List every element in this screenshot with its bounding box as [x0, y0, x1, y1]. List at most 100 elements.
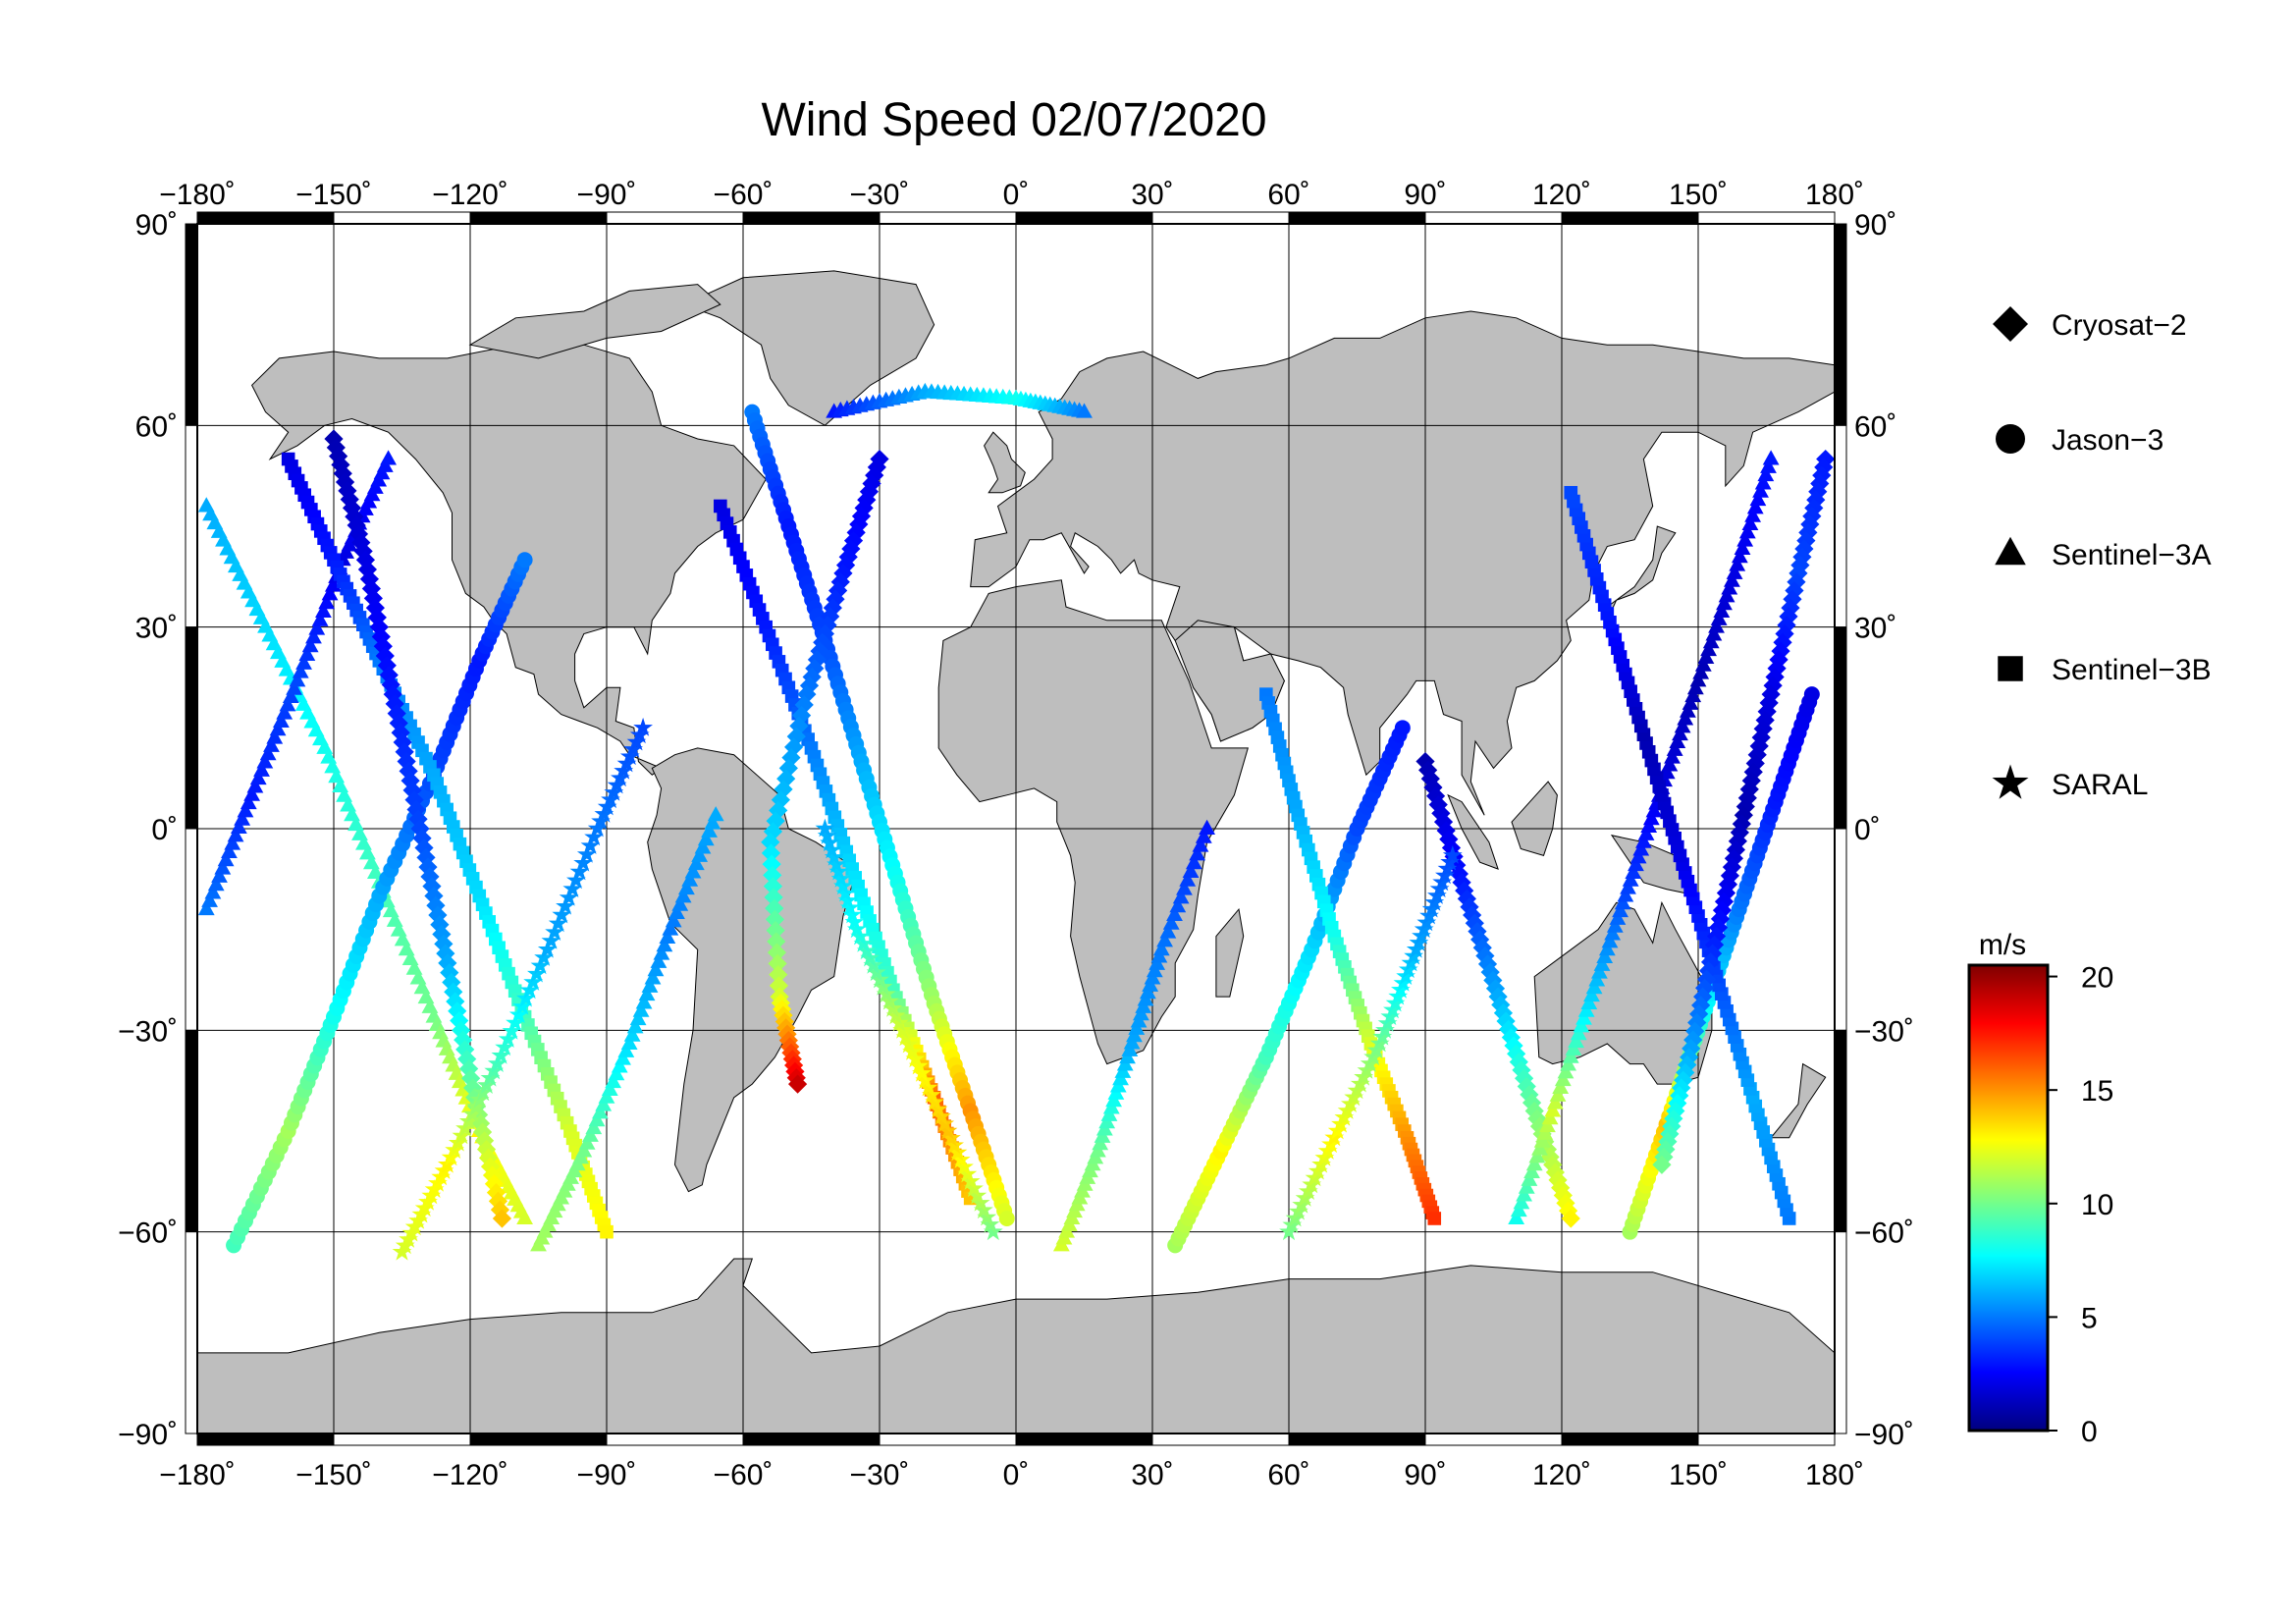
wind-speed-marker: [575, 1142, 593, 1158]
longitude-label-top: 150˚: [1669, 179, 1728, 211]
wind-speed-marker: [905, 1049, 926, 1068]
wind-speed-marker: [1672, 725, 1688, 741]
wind-speed-marker: [1762, 450, 1780, 465]
colorbar-unit: m/s: [1979, 929, 2026, 961]
wind-speed-marker: [397, 751, 416, 772]
wind-speed-marker: [391, 723, 410, 742]
latitude-label-right: −30˚: [1854, 1015, 1914, 1048]
wind-speed-marker: [506, 1012, 525, 1032]
frame-band-bottom: [606, 1433, 744, 1446]
legend-item: Cryosat−2: [1993, 306, 2187, 342]
longitude-label-bottom: −180˚: [159, 1459, 236, 1491]
arabia-land: [1174, 620, 1285, 742]
longitude-label-top: −30˚: [850, 179, 910, 211]
wind-speed-marker: [234, 810, 251, 826]
wind-speed-marker: [815, 818, 835, 838]
wind-speed-marker: [1697, 969, 1717, 990]
frame-band-top: [1561, 211, 1699, 225]
wind-speed-marker: [954, 1157, 974, 1176]
wind-speed-marker: [377, 656, 397, 676]
wind-speed-marker: [1672, 1078, 1691, 1098]
frame-band-right: [1834, 626, 1847, 830]
wind-speed-marker: [1752, 482, 1769, 498]
wind-speed-marker: [1185, 854, 1202, 870]
wind-speed-marker: [379, 665, 399, 685]
wind-speed-marker: [315, 602, 332, 619]
satellite-track: [324, 429, 512, 1228]
frame-band-right: [1834, 424, 1847, 628]
wind-speed-marker: [578, 1134, 596, 1150]
wind-speed-marker: [211, 867, 228, 883]
wind-speed-marker: [375, 646, 395, 666]
wind-speed-marker: [1718, 587, 1735, 603]
wind-speed-marker: [611, 768, 630, 787]
wind-speed-marker: [647, 961, 665, 977]
wind-speed-marker: [1394, 720, 1411, 736]
square-icon: [1998, 656, 2023, 681]
wind-speed-marker: [1585, 979, 1603, 995]
wind-speed-marker: [272, 712, 290, 728]
map-border: [196, 223, 1836, 1434]
wind-speed-marker: [548, 913, 568, 933]
wind-speed-marker: [1564, 485, 1578, 500]
wind-speed-marker: [662, 920, 679, 936]
wind-speed-marker: [436, 944, 455, 963]
wind-speed-marker: [237, 802, 254, 818]
wind-speed-marker: [707, 806, 724, 822]
legend-item: Sentinel−3A: [1995, 536, 2212, 571]
wind-speed-marker: [204, 884, 222, 899]
wind-speed-marker: [363, 588, 383, 608]
wind-speed-marker: [359, 569, 380, 589]
wind-speed-marker: [820, 833, 839, 852]
wind-speed-marker: [1781, 598, 1800, 618]
wind-speed-marker: [259, 745, 277, 761]
wind-speed-marker: [1513, 1194, 1530, 1210]
wind-speed-marker: [840, 897, 860, 917]
wind-speed-marker: [846, 522, 866, 542]
frame-band-bottom: [879, 1433, 1017, 1446]
wind-speed-marker: [1516, 1186, 1533, 1202]
wind-speed-marker: [1195, 828, 1212, 843]
wind-speed-marker: [1635, 833, 1652, 848]
longitude-label-bottom: 90˚: [1404, 1459, 1446, 1491]
wind-speed-marker: [1468, 922, 1487, 942]
wind-speed-marker: [1702, 633, 1720, 649]
wind-speed-marker: [794, 695, 814, 715]
wind-speed-marker: [776, 769, 796, 788]
wind-speed-marker: [915, 1070, 935, 1090]
wind-speed-marker: [1697, 648, 1715, 664]
frame-band-top: [1697, 211, 1836, 225]
wind-speed-marker: [408, 809, 428, 829]
wind-speed-marker: [767, 932, 786, 951]
wind-speed-marker: [1601, 933, 1619, 948]
wind-speed-marker: [659, 928, 676, 944]
wind-speed-marker: [348, 524, 369, 544]
wind-speed-marker: [1677, 710, 1694, 726]
wind-speed-marker: [1705, 625, 1723, 641]
wind-speed-marker: [311, 611, 329, 626]
wind-speed-marker: [276, 704, 294, 720]
wind-speed-marker: [668, 903, 685, 920]
wind-speed-marker: [841, 539, 861, 559]
frame-band-top: [742, 211, 881, 225]
wind-speed-marker: [601, 1080, 618, 1096]
wind-speed-marker: [851, 507, 872, 526]
wind-speed-marker: [492, 1209, 512, 1228]
wind-speed-marker: [817, 825, 837, 844]
wind-speed-marker: [769, 965, 788, 985]
latitude-label-left: 90˚: [135, 209, 178, 242]
wind-speed-marker: [674, 888, 692, 903]
wind-speed-marker: [347, 515, 366, 535]
wind-speed-marker: [784, 737, 804, 757]
longitude-label-bottom: −90˚: [577, 1459, 637, 1491]
wind-speed-marker: [1661, 756, 1679, 772]
wind-speed-marker: [598, 1088, 615, 1104]
wind-speed-marker: [870, 449, 889, 469]
wind-speed-marker: [430, 915, 450, 935]
britain-land: [984, 431, 1026, 494]
frame-band-left: [185, 223, 198, 426]
wind-speed-tracks: [197, 382, 1835, 1261]
colorbar-tick-label: 5: [2081, 1302, 2098, 1334]
wind-speed-marker: [1694, 656, 1712, 672]
wind-speed-marker: [1682, 694, 1699, 710]
